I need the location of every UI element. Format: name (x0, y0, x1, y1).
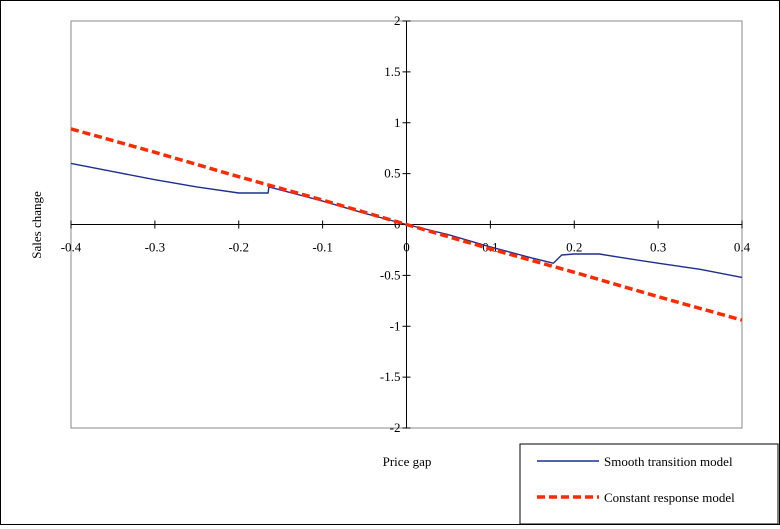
y-tick-label: -1 (390, 318, 401, 333)
y-axis-label: Sales change (29, 191, 44, 259)
series-line-0 (70, 162, 743, 279)
x-tick-label: -0.2 (228, 240, 249, 255)
x-tick-label: 0.3 (650, 240, 666, 255)
x-tick-label: -0.3 (145, 240, 166, 255)
y-tick-label: 0 (394, 217, 401, 232)
y-tick-label: 1.5 (384, 64, 400, 79)
tick-labels: -0.4 -0.3 -0.2 -0.1 0 0.1 0.2 0.3 0.421.510.50-0… (61, 13, 751, 435)
x-axis-label: Price gap (383, 454, 432, 469)
series-layer (70, 127, 743, 322)
x-tick-label: -0.4 (61, 240, 82, 255)
y-tick-label: 1 (394, 115, 401, 130)
y-tick-label: 2 (394, 13, 401, 28)
legend-label-smooth: Smooth transition model (604, 454, 733, 469)
y-tick-label: -0.5 (380, 267, 401, 282)
y-tick-label: -1.5 (380, 369, 401, 384)
y-tick-label: -2 (390, 420, 401, 435)
legend-label-constant: Constant response model (604, 490, 735, 505)
legend-box (519, 443, 779, 525)
x-tick-label: 0 (403, 240, 410, 255)
series-line-1 (70, 127, 743, 322)
x-tick-label: 0.4 (734, 240, 751, 255)
y-tick-label: 0.5 (384, 166, 400, 181)
legend: Smooth transition model Constant respons… (519, 443, 779, 525)
x-tick-label: -0.1 (312, 240, 333, 255)
x-tick-label: 0.2 (566, 240, 582, 255)
